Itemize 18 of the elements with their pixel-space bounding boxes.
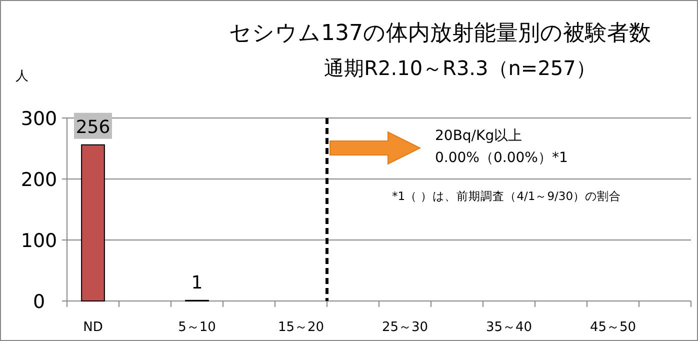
x-tick-label: 45～50	[590, 320, 636, 335]
y-tick-label: 0	[32, 291, 46, 313]
y-tick-label: 300	[20, 108, 58, 130]
y-tick-label: 100	[20, 230, 58, 252]
chart-title: セシウム137の体内放射能量別の被験者数	[229, 21, 651, 46]
x-tick-label: 5～10	[178, 320, 216, 335]
annotation: 0.00%（0.00%）*1	[435, 150, 568, 166]
data-label: 1	[191, 272, 203, 294]
data-label: 256	[76, 116, 110, 138]
annotation: 20Bq/Kg以上	[435, 128, 522, 144]
x-tick-label: 25～30	[382, 320, 428, 335]
y-axis-title: 人	[16, 69, 28, 84]
x-tick-label: 35～40	[486, 320, 532, 335]
y-tick-label: 200	[20, 169, 58, 191]
chart-subtitle: 通期R2.10～R3.3（n=257）	[324, 56, 596, 80]
x-tick-label: 15～20	[278, 320, 324, 335]
x-tick-label: ND	[83, 320, 103, 335]
annotation: *1（ ）は、前期調査（4/1～9/30）の割合	[392, 189, 622, 203]
